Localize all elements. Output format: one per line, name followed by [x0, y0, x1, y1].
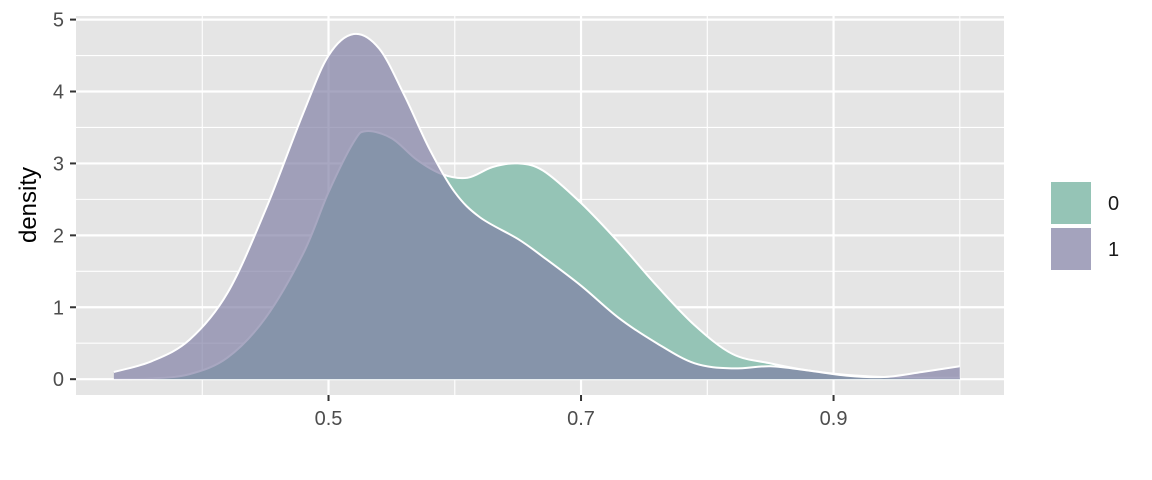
density-outline-series-1	[113, 32, 960, 379]
y-tick-label: 5	[53, 10, 64, 32]
y-axis: 0 1 2 3 4 5	[53, 10, 76, 391]
x-axis: 0.5 0.7 0.9	[315, 395, 848, 430]
legend: 01	[1049, 180, 1119, 272]
x-tick-label: 0.7	[567, 408, 595, 430]
legend-swatch-0	[1049, 180, 1093, 226]
legend-label-0: 0	[1108, 193, 1119, 215]
series-layer	[113, 32, 960, 381]
legend-swatch-1	[1049, 226, 1093, 272]
y-axis-title: density	[15, 167, 42, 243]
legend-label-1: 1	[1108, 239, 1119, 261]
y-tick-label: 3	[53, 153, 64, 175]
y-tick-label: 2	[53, 225, 64, 247]
density-area-series-1	[113, 33, 960, 380]
y-tick-label: 0	[53, 369, 64, 391]
x-tick-label: 0.9	[820, 408, 848, 430]
y-tick-label: 4	[53, 82, 64, 104]
grid-lines	[76, 16, 1004, 395]
y-tick-label: 1	[53, 297, 64, 319]
x-tick-label: 0.5	[315, 408, 343, 430]
